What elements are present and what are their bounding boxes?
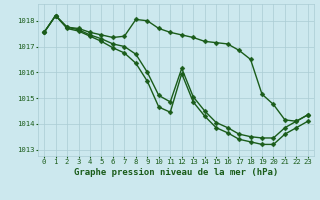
X-axis label: Graphe pression niveau de la mer (hPa): Graphe pression niveau de la mer (hPa) (74, 168, 278, 177)
